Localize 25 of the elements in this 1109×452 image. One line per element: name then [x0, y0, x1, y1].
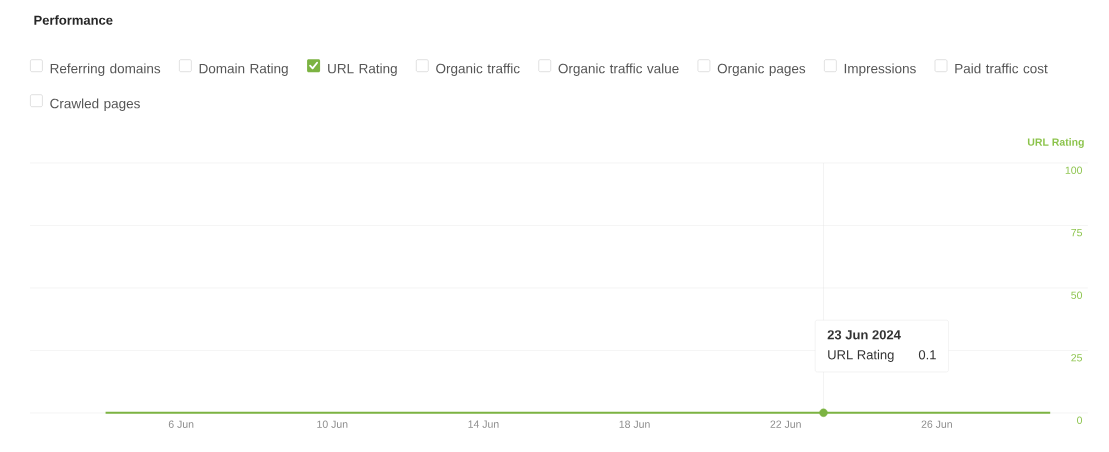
legend-label: URL Rating	[328, 63, 397, 76]
y-axis-title: URL Rating	[1027, 138, 1084, 148]
annotation: URL Rating	[828, 349, 894, 362]
y-tick-label: 0	[1077, 416, 1083, 424]
x-tick-label: 18 Jun	[619, 420, 650, 428]
y-tick-label: 50	[1071, 291, 1083, 299]
y-tick-label: 100	[1065, 166, 1083, 174]
x-tick-label: 14 Jun	[468, 420, 499, 428]
text: Impressions	[844, 63, 916, 76]
x-tick-label: 22 Jun	[770, 420, 801, 428]
x-tick-label: 6 Jun	[168, 420, 194, 428]
annotation: 23 Jun 2024	[827, 330, 901, 340]
text: Referring domains	[50, 63, 161, 76]
x-tick-label: 10 Jun	[317, 420, 348, 428]
y-tick-label: 75	[1071, 229, 1083, 237]
text: Organic pages	[717, 63, 806, 76]
text: Domain Rating	[199, 63, 288, 76]
text: Crawled pages	[50, 98, 140, 111]
annotation: 0.1	[918, 350, 936, 360]
text: Paid traffic cost	[955, 63, 1048, 74]
text: Organic traffic value	[558, 63, 679, 76]
y-tick-label: 25	[1071, 354, 1083, 362]
text: Organic traffic	[436, 63, 520, 76]
x-tick-label: 26 Jun	[921, 420, 952, 428]
chart-title: Performance	[34, 15, 113, 25]
